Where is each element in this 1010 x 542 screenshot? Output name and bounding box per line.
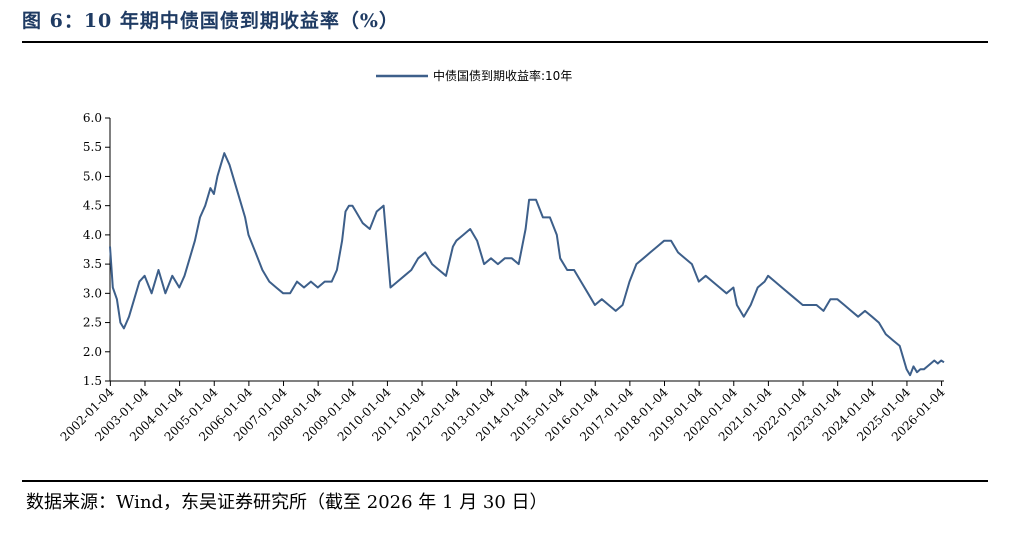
legend: 中债国债到期收益率:10年: [376, 68, 572, 83]
bottom-rule: [22, 480, 988, 482]
y-tick-label: 5.5: [83, 140, 102, 154]
y-tick-label: 3.5: [83, 257, 102, 271]
figure-title: 图 6：10 年期中债国债到期收益率（%）: [22, 10, 399, 32]
y-tick-label: 6.0: [83, 111, 102, 125]
y-tick-label: 4.5: [83, 199, 102, 213]
y-tick-label: 5.0: [83, 169, 102, 183]
source-note: 数据来源：Wind，东吴证券研究所（截至 2026 年 1 月 30 日）: [26, 492, 548, 513]
plot-area: 6.0 5.5 5.0 4.5 4.0 3.5 3.0 2.5 2.0 1.5 2002-01-0…: [58, 111, 948, 444]
y-tick-group: 6.0 5.5 5.0 4.5 4.0 3.5 3.0 2.5 2.0 1.5: [83, 111, 110, 388]
y-tick-label: 2.0: [83, 345, 102, 359]
x-tick-group: 2002-01-042003-01-042004-01-042005-01-04…: [58, 381, 948, 444]
y-tick-label: 3.0: [83, 286, 102, 300]
y-tick-label: 1.5: [83, 374, 102, 388]
line-chart: 中债国债到期收益率:10年 6.0 5.5 5.0 4.5 4.0 3.5 3.0 2.5 2.…: [58, 68, 948, 444]
legend-label: 中债国债到期收益率:10年: [433, 68, 572, 83]
top-rule: [22, 41, 988, 43]
y-tick-label: 2.5: [83, 316, 102, 330]
series-line-yield-10y: [109, 152, 945, 377]
y-tick-label: 4.0: [83, 228, 102, 242]
